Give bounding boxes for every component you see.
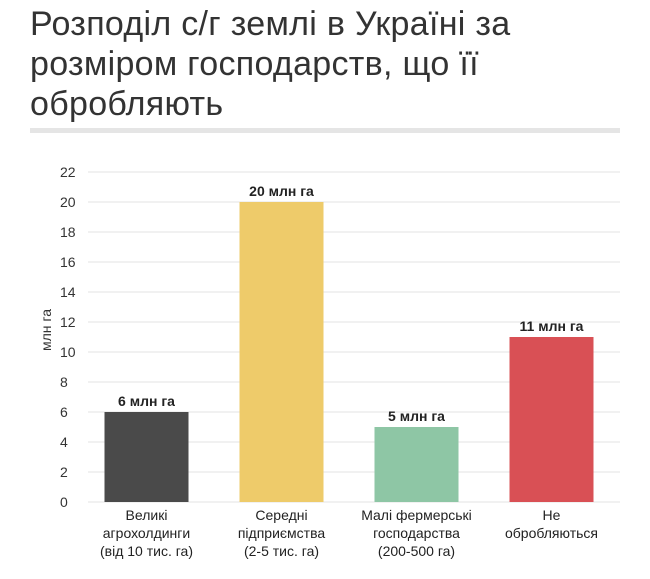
title-divider [30, 128, 620, 133]
category-label: Великі агрохолдинги (від 10 тис. га) [100, 507, 193, 559]
page-title: Розподіл с/г землі в Україні за розміром… [30, 5, 511, 123]
y-tick-label: 16 [60, 254, 76, 270]
category-label-line: (від 10 тис. га) [100, 543, 193, 559]
category-label-line: Середні [255, 507, 307, 523]
category-label-line: Великі [126, 507, 168, 523]
y-tick-label: 4 [60, 434, 68, 450]
category-labels: Великі агрохолдинги (від 10 тис. га) Середн… [100, 507, 598, 559]
category-label-line: господарства [373, 525, 460, 541]
bars [104, 202, 594, 502]
y-tick-label: 12 [60, 314, 76, 330]
y-tick-label: 20 [60, 194, 76, 210]
bar-value-label: 20 млн га [249, 183, 314, 199]
category-label-line: обробляються [505, 525, 598, 541]
bar-value-label: 6 млн га [118, 393, 175, 409]
bar-value-label: 11 млн га [520, 318, 584, 334]
bar-value-labels: 6 млн га 20 млн га 5 млн га 11 млн га [118, 183, 584, 424]
category-label: Не обробляються [505, 507, 598, 541]
y-tick-label: 2 [60, 464, 68, 480]
category-label: Середні підприємства (2-5 тис. га) [238, 507, 326, 559]
y-tick-label: 14 [60, 284, 76, 300]
y-tick-label: 0 [60, 494, 68, 510]
category-label-line: Не [543, 507, 561, 523]
y-tick-label: 10 [60, 344, 76, 360]
y-axis-ticks: 0 2 4 6 8 10 12 14 16 18 20 22 [60, 164, 76, 510]
category-label-line: Малі фермерські [361, 507, 472, 523]
category-label-line: (200-500 га) [378, 543, 455, 559]
y-tick-label: 8 [60, 374, 68, 390]
bar [104, 412, 189, 502]
y-tick-label: 18 [60, 224, 76, 240]
category-label-line: підприємства [238, 525, 326, 541]
bar-value-label: 5 млн га [388, 408, 445, 424]
category-label: Малі фермерські господарства (200-500 га) [361, 507, 472, 559]
bar [374, 427, 459, 502]
y-tick-label: 6 [60, 404, 68, 420]
bar [239, 202, 324, 502]
y-axis-title: млн га [38, 309, 54, 351]
bar [509, 337, 594, 502]
category-label-line: (2-5 тис. га) [244, 543, 319, 559]
y-tick-label: 22 [60, 164, 76, 180]
category-label-line: агрохолдинги [103, 525, 190, 541]
